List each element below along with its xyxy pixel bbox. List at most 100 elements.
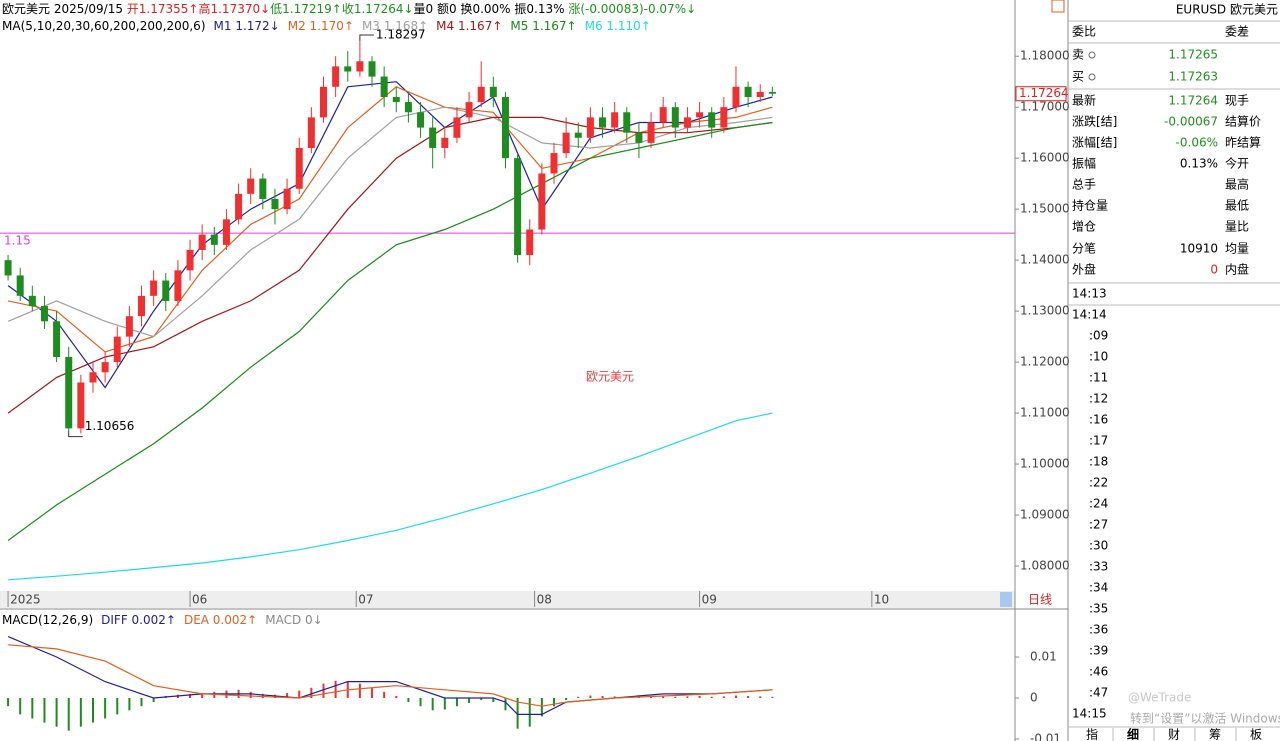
tick-time: :30: [1089, 539, 1108, 553]
candle-body: [671, 107, 679, 128]
scroll-box[interactable]: [1000, 592, 1012, 607]
indicator-line: [7, 81, 773, 389]
candle-body: [404, 102, 412, 113]
candle-body: [65, 357, 73, 429]
ma-title: MA(5,10,20,30,60,200,200,200,6): [2, 19, 206, 33]
x-axis-strip: [0, 591, 1015, 608]
tick-time: 14:15: [1072, 707, 1107, 721]
candle-body: [16, 275, 24, 296]
indicator-line: [8, 412, 773, 581]
row-label: 卖: [1072, 48, 1084, 62]
y-tick-label: 1.10000: [1020, 457, 1070, 471]
panel-tab[interactable]: 筹: [1209, 728, 1221, 741]
row-label: 涨跌[结]: [1072, 114, 1117, 129]
row-label: 增仓: [1072, 220, 1096, 234]
row-label: 总手: [1072, 178, 1096, 192]
tick-time: :16: [1089, 413, 1108, 427]
candle-body: [550, 153, 558, 174]
x-tick-label: 10: [874, 593, 889, 607]
period-label[interactable]: 日线: [1028, 593, 1052, 607]
tick-time: :12: [1089, 392, 1108, 406]
candle-body: [526, 229, 534, 256]
row-label: 现手: [1225, 94, 1249, 108]
candle-body: [259, 178, 267, 199]
candle-body: [611, 112, 619, 128]
y-tick-label: 0.01: [1030, 650, 1057, 664]
price-tag-label: 1.17264: [1019, 86, 1069, 100]
y-tick-label: 0: [1030, 691, 1038, 705]
candle-body: [453, 117, 461, 138]
legend-entry: M5 1.167↑: [510, 19, 576, 33]
row-label: 最高: [1225, 177, 1249, 192]
candle-body: [696, 112, 704, 118]
candle-body: [125, 316, 133, 337]
candle-body: [53, 321, 61, 358]
row-value: -0.06%: [1176, 136, 1218, 150]
tick-time: :34: [1089, 581, 1108, 595]
price-tag: [1015, 86, 1067, 102]
candle-body: [647, 122, 655, 143]
low-label: 1.10656: [85, 419, 135, 433]
low-marker: [68, 430, 83, 438]
candle-body: [332, 66, 340, 87]
row-label: 委比: [1072, 25, 1096, 39]
panel-tab[interactable]: 财: [1168, 728, 1180, 741]
legend-entry: M1 1.172↓: [214, 19, 280, 33]
candle-body: [210, 234, 218, 245]
header-segment: 收1.17264↓: [342, 2, 414, 16]
candle-body: [623, 112, 631, 133]
candle-body: [477, 86, 485, 103]
row-value: 0: [1210, 263, 1218, 277]
panel-title: EURUSD 欧元美元: [1176, 3, 1278, 17]
tick-time: :18: [1089, 455, 1108, 469]
legend-entry: MACD 0↓: [265, 613, 322, 627]
window-icon[interactable]: [1051, 0, 1065, 13]
row-value: 1.17264: [1168, 94, 1218, 108]
x-tick-label: 07: [358, 593, 373, 607]
candle-body: [162, 280, 170, 301]
legend-entry: M4 1.167↑: [436, 19, 502, 33]
y-tick-label: 1.08000: [1020, 559, 1070, 573]
y-tick-label: 1.09000: [1020, 508, 1070, 522]
candle-body: [562, 132, 570, 154]
candle-body: [380, 76, 388, 97]
candle-body: [756, 91, 764, 97]
candle-body: [319, 86, 327, 118]
candle-body: [40, 306, 48, 322]
row-label: 结算价: [1225, 114, 1261, 129]
row-label: 振幅: [1072, 156, 1096, 171]
row-label: 均量: [1225, 242, 1249, 256]
candle-body: [356, 61, 364, 72]
row-label: 最低: [1225, 199, 1249, 213]
x-tick-label: 09: [702, 593, 717, 607]
tick-time: :35: [1089, 602, 1108, 616]
x-tick-label: 06: [192, 593, 207, 607]
y-tick-label: 1.11000: [1020, 406, 1070, 420]
candle-body: [113, 336, 121, 363]
watermark-logo: @WeTrade: [1128, 691, 1191, 705]
tick-time: :27: [1089, 518, 1108, 532]
candle-body: [732, 86, 740, 108]
row-label: 买: [1072, 70, 1084, 84]
candle-body: [599, 117, 607, 128]
quote-header: 欧元美元 2025/09/15 开1.17355↑高1.17370↓低1.172…: [2, 1, 696, 16]
high-label: 1.18297: [376, 28, 426, 42]
row-value: 1.17265: [1168, 48, 1218, 62]
legend-entry: M2 1.170↑: [288, 19, 354, 33]
panel-tab[interactable]: 指: [1086, 727, 1098, 741]
candle-body: [174, 270, 182, 301]
row-label: 外盘: [1072, 262, 1096, 277]
indicator-line: [7, 106, 773, 338]
candle-body: [89, 372, 97, 383]
candle-body: [417, 112, 425, 128]
watermark: 欧元美元: [586, 370, 634, 384]
panel-tab[interactable]: 板: [1250, 728, 1262, 741]
tick-time: :22: [1089, 476, 1108, 490]
indicator-line: [7, 121, 773, 541]
candle-body: [344, 66, 352, 72]
high-marker: [359, 34, 374, 42]
row-label: 内盘: [1225, 262, 1249, 277]
panel-tab[interactable]: 细: [1127, 727, 1139, 741]
tick-time: :09: [1089, 329, 1108, 343]
